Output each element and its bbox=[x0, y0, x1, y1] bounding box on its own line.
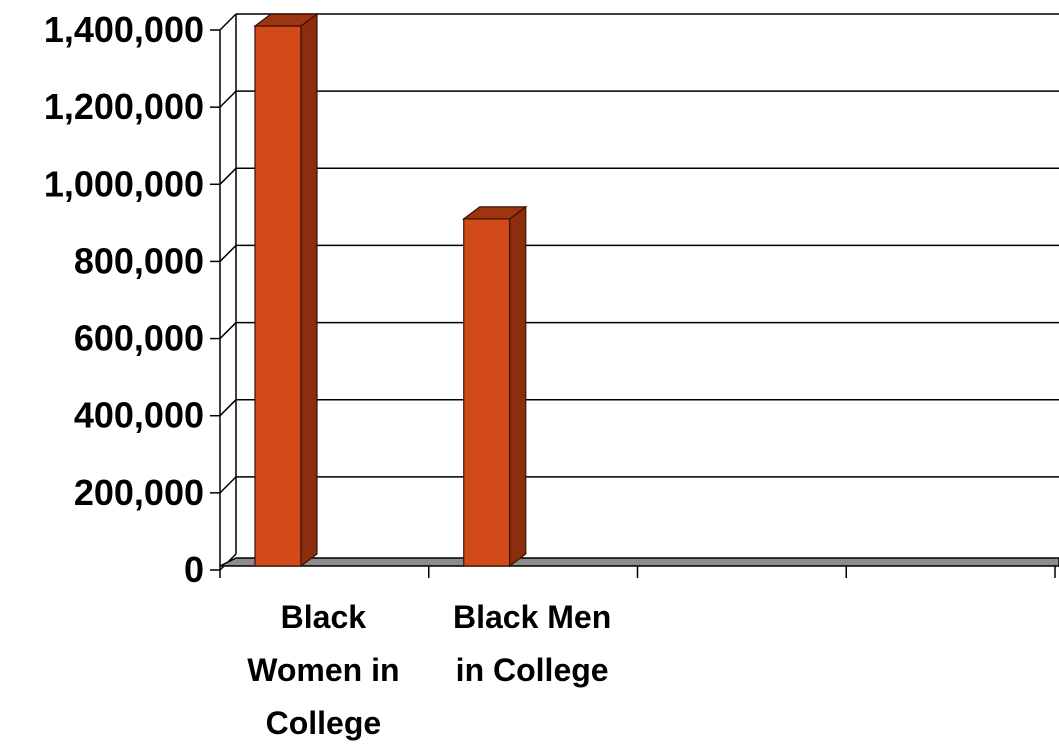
bars bbox=[253, 12, 528, 568]
bar-side bbox=[300, 12, 318, 568]
y-tick-label: 0 bbox=[184, 549, 204, 590]
gridlines bbox=[219, 13, 1059, 571]
value-axis bbox=[210, 29, 1056, 578]
y-tick-label: 600,000 bbox=[74, 318, 204, 359]
y-tick-label: 1,200,000 bbox=[44, 86, 204, 127]
bar-front bbox=[254, 25, 302, 567]
gridline-connector bbox=[219, 167, 237, 185]
chart-floor bbox=[219, 557, 1059, 567]
bar-side bbox=[509, 205, 527, 568]
y-tick-label: 400,000 bbox=[74, 395, 204, 436]
y-tick-label: 1,400,000 bbox=[44, 9, 204, 50]
y-tick-label: 1,000,000 bbox=[44, 163, 204, 204]
x-category-label: Black Men in College bbox=[453, 599, 611, 688]
bar-top bbox=[461, 206, 528, 220]
bar-front bbox=[463, 218, 511, 567]
gridline-connector bbox=[219, 322, 237, 340]
floor-plane bbox=[219, 557, 1059, 567]
gridline-connector bbox=[219, 13, 237, 31]
y-tick-label: 800,000 bbox=[74, 240, 204, 281]
gridline-connector bbox=[219, 399, 237, 417]
x-category-label: Black Women in College bbox=[247, 599, 399, 741]
category-labels: Black Women in College Black Men in College bbox=[247, 599, 611, 741]
bar-top bbox=[253, 13, 319, 27]
gridline-connector bbox=[219, 244, 237, 262]
y-tick-label: 200,000 bbox=[74, 472, 204, 513]
gridline-connector bbox=[219, 476, 237, 494]
gridline-connector bbox=[219, 90, 237, 108]
y-tick-labels: 0 200,000 400,000 600,000 800,000 1,000,000 1,… bbox=[44, 9, 204, 590]
